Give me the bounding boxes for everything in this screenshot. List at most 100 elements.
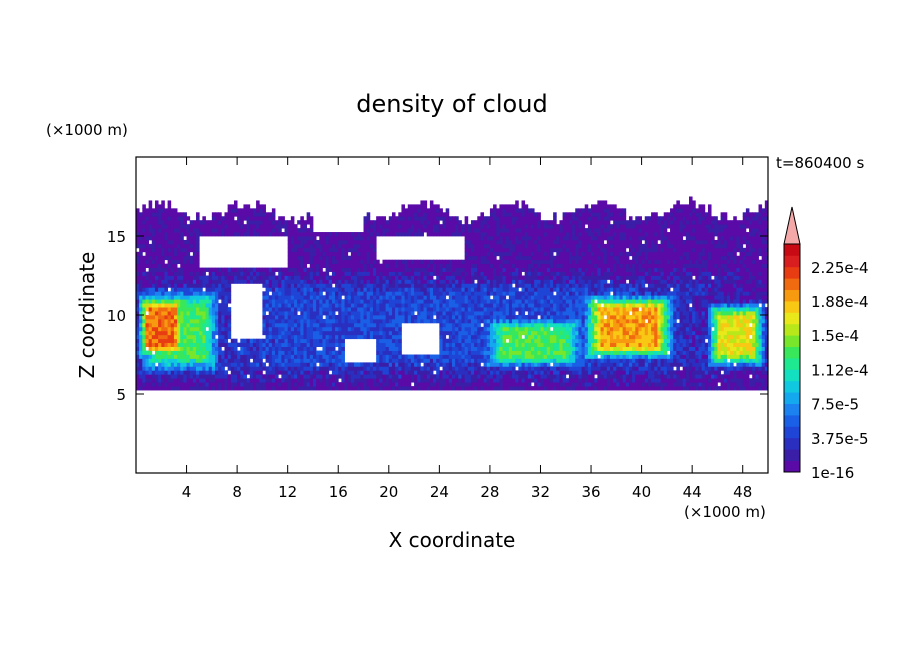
cloud-cell: [325, 243, 330, 249]
cloud-cell: [262, 267, 266, 272]
cloud-cell: [215, 287, 219, 292]
cloud-cell: [369, 220, 374, 225]
cloud-cell: [448, 315, 453, 320]
cloud-cell: [540, 303, 545, 308]
cloud-cell: [271, 232, 276, 237]
cloud-cell: [502, 307, 507, 312]
cloud-cell: [483, 291, 488, 296]
cloud-cell: [192, 334, 197, 340]
cloud-cell: [369, 374, 374, 379]
cloud-cell: [512, 204, 516, 209]
cloud-cell: [464, 382, 469, 387]
cloud-cell: [442, 330, 447, 336]
cloud-cell: [366, 295, 371, 300]
cloud-cell: [512, 216, 516, 221]
cloud-cell: [420, 232, 424, 237]
cloud-cell: [312, 267, 317, 272]
cloud-cell: [445, 322, 450, 328]
cloud-cell: [136, 315, 140, 320]
cloud-cell: [512, 251, 516, 257]
cloud-cell: [534, 291, 538, 296]
cloud-cell: [211, 299, 216, 304]
cloud-cell: [480, 224, 484, 229]
cloud-cell: [363, 326, 368, 332]
cloud-cell: [499, 204, 503, 209]
cloud-cell: [278, 318, 282, 324]
cloud-cell: [369, 366, 374, 371]
cloud-cell: [331, 318, 336, 324]
cloud-cell: [259, 279, 263, 284]
cloud-cell: [319, 330, 323, 336]
cloud-cell: [202, 220, 206, 225]
cloud-cell: [306, 315, 311, 320]
cloud-cell: [173, 350, 178, 355]
cloud-cell: [281, 279, 285, 284]
cloud-cell: [139, 366, 143, 371]
cloud-cell: [224, 362, 229, 367]
cloud-cell: [265, 334, 270, 340]
cloud-cell: [527, 330, 532, 336]
cloud-cell: [455, 350, 459, 355]
cloud-cell: [230, 204, 235, 209]
cloud-cell: [391, 322, 396, 328]
cloud-cell: [275, 307, 279, 312]
cloud-cell: [196, 303, 200, 308]
cloud-cell: [461, 232, 466, 237]
cloud-cell: [316, 370, 320, 375]
cloud-cell: [252, 216, 257, 221]
cloud-cell: [429, 307, 434, 312]
cloud-cell: [249, 374, 254, 379]
cloud-cell: [493, 378, 497, 383]
cloud-cell: [467, 299, 472, 304]
cloud-cell: [518, 267, 522, 272]
cloud-cell: [331, 374, 336, 379]
cloud-cell: [429, 370, 434, 375]
cloud-cell: [531, 330, 535, 336]
cloud-cell: [483, 279, 488, 284]
cloud-cell: [404, 382, 409, 387]
cloud-cell: [512, 232, 516, 237]
cloud-cell: [461, 263, 466, 268]
cloud-cell: [382, 279, 387, 284]
cloud-cell: [262, 354, 266, 359]
cloud-cell: [433, 358, 437, 363]
cloud-cell: [480, 251, 484, 257]
cloud-cell: [398, 303, 402, 308]
cloud-cell: [385, 350, 390, 355]
cloud-cell: [173, 251, 178, 257]
cloud-cell: [366, 263, 371, 268]
cloud-cell: [433, 263, 437, 268]
cloud-cell: [278, 370, 282, 375]
cloud-cell: [322, 330, 326, 336]
cloud-cell: [347, 243, 352, 249]
cloud-cell: [407, 382, 412, 387]
cloud-cell: [360, 295, 364, 300]
cloud-cell: [202, 318, 206, 324]
cloud-cell: [136, 255, 140, 261]
cloud-cell: [493, 255, 497, 261]
cloud-cell: [455, 334, 459, 340]
cloud-cell: [221, 228, 225, 233]
cloud-cell: [508, 350, 513, 355]
cloud-cell: [230, 232, 235, 237]
cloud-cell: [521, 212, 526, 217]
cloud-cell: [493, 220, 497, 225]
cloud-cell: [230, 350, 235, 355]
cloud-cell: [505, 318, 510, 324]
cloud-cell: [224, 295, 229, 300]
cloud-cell: [208, 382, 213, 387]
cloud-cell: [376, 346, 380, 351]
cloud-cell: [164, 247, 168, 253]
cloud-cell: [407, 358, 412, 363]
cloud-cell: [395, 382, 399, 387]
cloud-cell: [508, 208, 513, 213]
cloud-cell: [328, 247, 333, 253]
cloud-cell: [391, 228, 396, 233]
cloud-cell: [423, 354, 428, 359]
cloud-cell: [373, 247, 377, 253]
cloud-cell: [499, 374, 503, 379]
cloud-cell: [211, 311, 216, 316]
cloud-cell: [309, 326, 314, 332]
cloud-cell: [177, 362, 181, 367]
cloud-cell: [281, 299, 285, 304]
